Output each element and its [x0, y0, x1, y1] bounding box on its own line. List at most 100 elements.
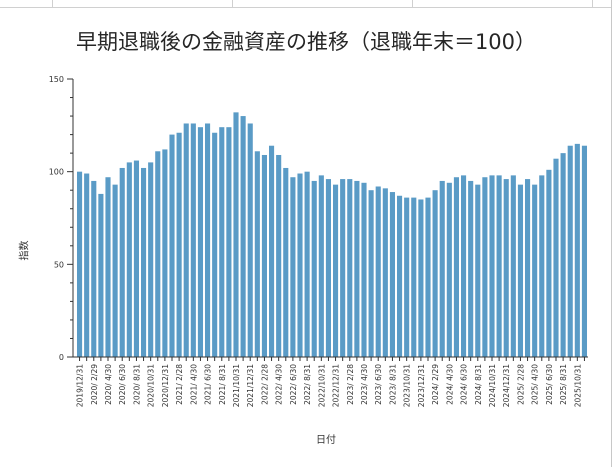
x-tick-label: 2022/ 4/30 [275, 364, 284, 405]
bar [297, 173, 303, 357]
bar [183, 123, 189, 357]
bar [532, 184, 538, 357]
x-tick-label: 2025/ 6/30 [545, 364, 554, 405]
y-axis: 0 50 100 150 [49, 75, 74, 362]
bar [460, 175, 467, 357]
y-axis-label: 指数 [19, 240, 31, 261]
bar [283, 167, 289, 357]
bar [439, 180, 445, 357]
bar [510, 175, 516, 357]
x-tick-label: 2020/ 8/31 [132, 364, 141, 405]
bar [290, 177, 296, 357]
bar [468, 180, 474, 357]
chart-title: 早期退職後の金融資産の推移（退職年末＝100） [75, 30, 537, 54]
bar [411, 197, 417, 357]
x-tick-label: 2023/ 2/28 [346, 364, 355, 405]
bar [304, 171, 310, 357]
bar [76, 171, 83, 357]
x-tick-label: 2022/ 8/31 [303, 364, 312, 405]
bar [496, 175, 502, 357]
bar [155, 151, 161, 357]
bar [261, 154, 268, 357]
bar [347, 179, 353, 357]
x-tick-label: 2022/ 2/28 [260, 364, 269, 405]
bar [574, 143, 580, 357]
bar [133, 160, 140, 357]
bar [254, 151, 260, 357]
bar [446, 182, 452, 357]
bar [325, 179, 332, 357]
bar [361, 182, 367, 357]
bar [382, 188, 388, 357]
bar [84, 173, 90, 357]
y-tick-label: 100 [49, 168, 64, 177]
bar [148, 162, 154, 357]
x-tick-label: 2019/12/31 [76, 364, 85, 407]
bar [332, 184, 339, 357]
x-tick-label: 2025/ 8/31 [559, 364, 568, 405]
x-tick-label: 2025/10/31 [573, 364, 582, 407]
bar [517, 184, 524, 357]
bar [368, 190, 374, 357]
bar [425, 197, 431, 357]
x-tick-label: 2021/12/31 [246, 364, 255, 407]
bar [176, 132, 182, 357]
bar [482, 177, 488, 357]
bar [453, 177, 460, 357]
x-tick-label: 2021/ 2/28 [175, 364, 184, 405]
bar [581, 145, 588, 357]
y-tick-label: 50 [54, 260, 64, 269]
bar [311, 180, 317, 357]
bar [119, 167, 125, 357]
bar [276, 154, 282, 357]
bar [105, 177, 111, 357]
bar [475, 184, 481, 357]
x-tick-label: 2024/ 8/31 [474, 364, 483, 405]
x-tick-label: 2020/ 2/29 [90, 364, 99, 405]
x-tick-label: 2024/10/31 [488, 364, 497, 407]
bar [233, 112, 239, 357]
bar [226, 127, 232, 357]
x-tick-label: 2024/12/31 [502, 364, 511, 407]
y-tick-label: 150 [49, 75, 64, 84]
bar [560, 153, 566, 357]
x-tick-label: 2020/10/31 [147, 364, 156, 407]
bar [524, 179, 531, 357]
bar [340, 179, 346, 357]
x-tick-label: 2021/10/31 [232, 364, 241, 407]
x-tick-label: 2020/ 6/30 [118, 364, 127, 405]
bar [567, 145, 573, 357]
bar [162, 149, 168, 357]
x-tick-label: 2023/10/31 [403, 364, 412, 407]
x-tick-label: 2024/ 2/29 [431, 364, 440, 405]
x-tick-label: 2021/ 8/31 [218, 364, 227, 405]
x-tick-label: 2023/12/31 [417, 364, 426, 407]
bar [432, 190, 438, 357]
bar [126, 162, 132, 357]
bar [553, 158, 559, 357]
x-tick-label: 2022/12/31 [332, 364, 341, 407]
bar [240, 116, 246, 357]
x-axis: 2019/12/31 2020/ 2/29 2020/ 4/30 2020/ 6/30… [73, 356, 588, 407]
bar [404, 197, 410, 357]
bar [375, 186, 381, 357]
bar [190, 123, 196, 357]
bar-series [76, 112, 588, 357]
bar [546, 169, 552, 357]
bar [503, 179, 509, 357]
bar [247, 123, 253, 357]
x-tick-label: 2022/10/31 [317, 364, 326, 407]
y-tick-label: 0 [59, 353, 64, 362]
bar [268, 145, 275, 357]
bar [212, 132, 218, 357]
spreadsheet-top-edge [0, 0, 612, 8]
bar [197, 127, 204, 357]
x-tick-label: 2025/ 4/30 [531, 364, 540, 405]
bar [140, 167, 147, 357]
x-tick-label: 2023/ 8/31 [388, 364, 397, 405]
bar [354, 180, 360, 357]
bar [112, 184, 118, 357]
x-tick-label: 2023/ 4/30 [360, 364, 369, 405]
x-tick-label: 2024/ 4/30 [445, 364, 454, 405]
x-tick-label: 2024/ 6/30 [460, 364, 469, 405]
